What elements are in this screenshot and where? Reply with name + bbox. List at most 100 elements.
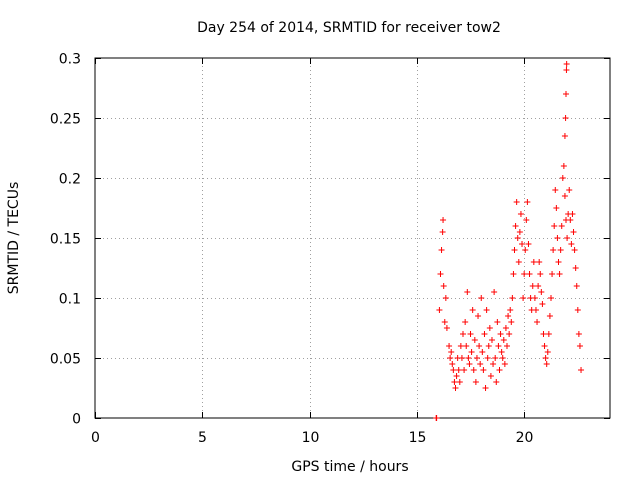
data-point [498, 349, 505, 355]
data-point [480, 367, 487, 373]
x-tick-label: 0 [91, 430, 100, 446]
data-point [483, 307, 490, 313]
plot-frame [94, 57, 611, 419]
data-point [542, 355, 549, 361]
data-point [494, 319, 501, 325]
data-point [520, 295, 527, 301]
data-point [490, 361, 497, 367]
data-point [466, 361, 473, 367]
data-point [488, 337, 495, 343]
data-point [567, 217, 574, 223]
data-point [486, 325, 493, 331]
data-point [436, 307, 443, 313]
data-point [573, 283, 580, 289]
data-point [482, 385, 489, 391]
data-point [553, 205, 560, 211]
data-point [521, 271, 528, 277]
data-point [438, 247, 445, 253]
data-point [499, 355, 506, 361]
data-point [535, 283, 542, 289]
data-point [469, 307, 476, 313]
data-point [475, 313, 482, 319]
data-points [433, 61, 585, 421]
data-point [464, 289, 471, 295]
data-point [479, 349, 486, 355]
y-tick-label: 0 [72, 412, 81, 428]
data-point [509, 295, 516, 301]
data-point [564, 235, 571, 241]
data-point [493, 379, 500, 385]
data-point [449, 361, 456, 367]
grid [95, 58, 610, 418]
data-point [575, 331, 582, 337]
data-point [463, 343, 470, 349]
data-point [512, 223, 519, 229]
x-tick-label: 5 [198, 430, 207, 446]
data-point [561, 193, 568, 199]
data-point [555, 259, 562, 265]
data-point [523, 217, 530, 223]
data-point [578, 367, 585, 373]
data-point [559, 175, 566, 181]
x-tick-label: 20 [516, 430, 534, 446]
data-point [530, 259, 537, 265]
data-point [471, 337, 478, 343]
data-point [504, 343, 510, 349]
data-point [477, 361, 484, 367]
y-tick-label: 0.25 [50, 112, 81, 128]
data-point [506, 331, 513, 337]
data-point [526, 271, 533, 277]
data-point [455, 367, 462, 373]
data-point [473, 355, 480, 361]
data-point [508, 319, 515, 325]
data-point [531, 295, 538, 301]
data-point [563, 91, 570, 97]
data-point [514, 235, 521, 241]
data-point [547, 295, 554, 301]
data-point [566, 187, 573, 193]
data-point [440, 217, 447, 223]
data-point [554, 235, 561, 241]
data-point [448, 349, 455, 355]
data-point [570, 229, 577, 235]
data-point [507, 307, 514, 313]
data-point [495, 343, 502, 349]
data-point [433, 415, 440, 421]
data-point [563, 61, 570, 67]
data-point [461, 367, 468, 373]
data-point [537, 271, 544, 277]
data-point [574, 307, 581, 313]
data-point [513, 199, 520, 205]
data-point [563, 67, 570, 73]
axis-ticks [95, 58, 610, 419]
data-point [496, 367, 503, 373]
x-tick-label: 15 [409, 430, 427, 446]
data-point [502, 325, 509, 331]
data-point [437, 271, 444, 277]
y-tick-label: 0.15 [50, 232, 81, 248]
data-point [443, 325, 450, 331]
data-point [549, 271, 556, 277]
data-point [485, 343, 492, 349]
data-point [447, 355, 454, 361]
data-point [478, 295, 485, 301]
data-point [562, 115, 569, 121]
data-point [556, 271, 563, 277]
data-point [558, 223, 565, 229]
data-point [450, 367, 457, 373]
data-point [576, 343, 583, 349]
data-point [462, 319, 469, 325]
data-point [571, 247, 578, 253]
data-point [484, 355, 491, 361]
data-point [532, 307, 539, 313]
data-point [536, 259, 543, 265]
data-point [522, 247, 529, 253]
x-tick-label: 10 [302, 430, 320, 446]
data-point [525, 241, 532, 247]
data-point [500, 337, 507, 343]
y-tick-label: 0.1 [59, 292, 81, 308]
data-point [481, 331, 488, 337]
data-point [516, 229, 523, 235]
data-point [550, 247, 557, 253]
x-axis-label: GPS time / hours [291, 459, 408, 475]
